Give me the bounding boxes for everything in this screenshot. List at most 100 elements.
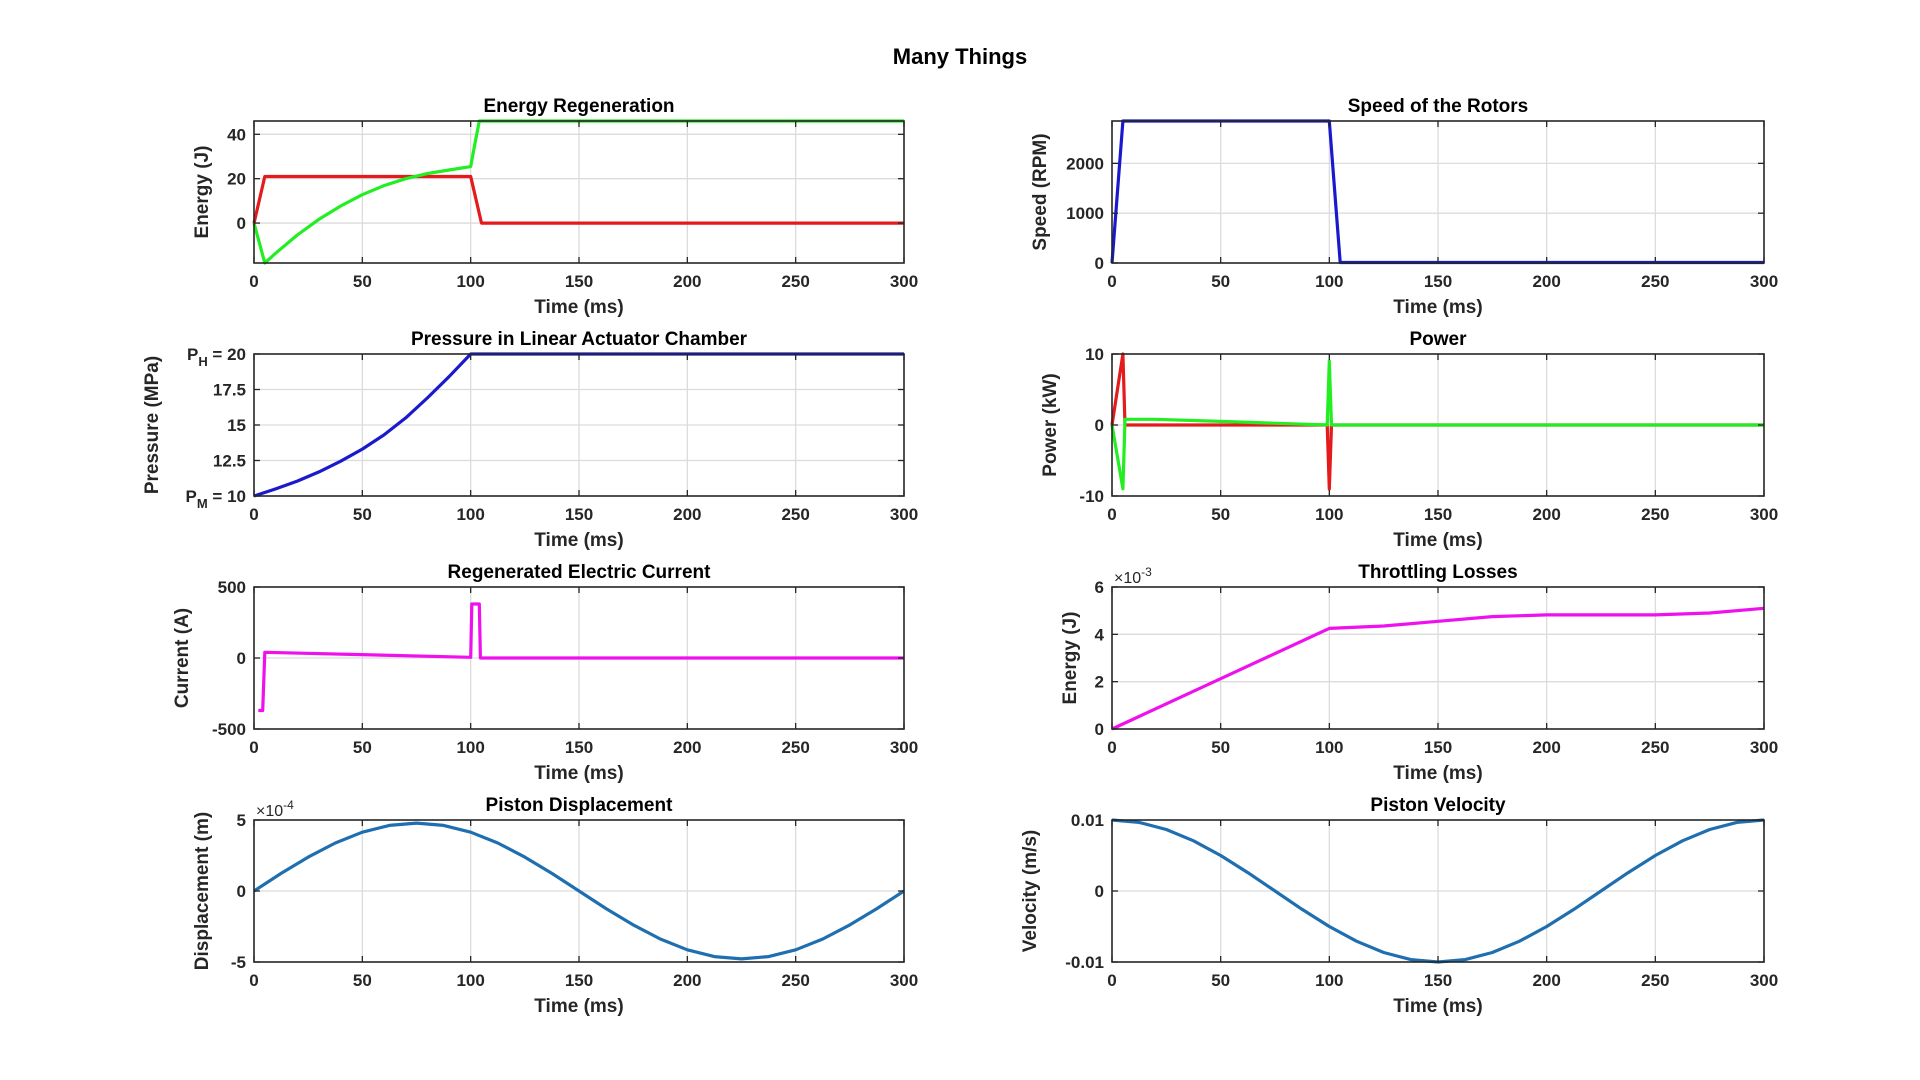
x-tick-label: 300 — [1750, 738, 1778, 757]
subplot-3: 0 50 100 150 200 250 300 PM = 10 12.5 15 17.5 PH = … — [142, 329, 918, 551]
x-axis-label: Time (ms) — [534, 763, 623, 784]
x-tick-label: 200 — [673, 272, 701, 291]
subplot-title: Speed of the Rotors — [1348, 96, 1529, 117]
y-tick-label: 500 — [218, 578, 246, 597]
y-tick-label: -10 — [1079, 487, 1104, 506]
y-tick-label: 0 — [1095, 254, 1104, 273]
x-tick-label: 150 — [1424, 505, 1452, 524]
x-tick-label: 250 — [1641, 738, 1669, 757]
y-axis-label: Energy (J) — [192, 146, 213, 239]
x-tick-label: 0 — [1107, 971, 1116, 990]
y-tick-label: -0.01 — [1065, 953, 1104, 972]
x-tick-label: 50 — [353, 272, 372, 291]
y-tick-label: 0 — [237, 214, 246, 233]
y-tick-label: 6 — [1095, 578, 1104, 597]
subplot-title: Piston Velocity — [1370, 795, 1506, 816]
x-tick-label: 200 — [1532, 272, 1560, 291]
x-tick-label: 150 — [1424, 738, 1452, 757]
y-axis-label: Speed (RPM) — [1030, 133, 1051, 250]
x-tick-label: 50 — [1211, 505, 1230, 524]
x-tick-label: 200 — [1532, 738, 1560, 757]
x-tick-label: 200 — [1532, 971, 1560, 990]
series-line-1 — [253, 352, 904, 498]
subplot-title: Piston Displacement — [486, 795, 674, 816]
axis-exponent: ×10-4 — [256, 798, 294, 820]
x-tick-label: 0 — [249, 505, 258, 524]
series-line-2 — [1110, 359, 1764, 491]
x-tick-label: 50 — [353, 505, 372, 524]
x-tick-label: 150 — [565, 272, 593, 291]
y-tick-label: 0 — [1095, 720, 1104, 739]
y-tick-label: 4 — [1095, 625, 1105, 644]
axis-exponent: ×10-3 — [1114, 565, 1152, 587]
subplot-title: Throttling Losses — [1358, 562, 1517, 583]
x-tick-label: 300 — [890, 971, 918, 990]
x-tick-label: 100 — [1315, 272, 1343, 291]
subplot-2: 0 50 100 150 200 250 300 0 1000 2000 Speed of the … — [1030, 96, 1778, 318]
y-axis-label: Displacement (m) — [192, 812, 213, 970]
y-axis-label: Pressure (MPa) — [142, 356, 163, 494]
y-tick-label: 15 — [227, 416, 246, 435]
series-line-1 — [1111, 606, 1765, 731]
y-axis-label: Velocity (m/s) — [1020, 830, 1041, 953]
x-tick-label: 100 — [1315, 738, 1343, 757]
x-tick-label: 300 — [1750, 272, 1778, 291]
x-tick-label: 150 — [565, 971, 593, 990]
y-axis-label: Power (kW) — [1040, 373, 1061, 476]
x-tick-label: 150 — [1424, 272, 1452, 291]
x-tick-label: 250 — [781, 272, 809, 291]
subplot-1: 0 50 100 150 200 250 300 0 20 40 Energy Regenerati… — [192, 96, 918, 318]
x-tick-label: 250 — [1641, 272, 1669, 291]
subplot-6: 0 50 100 150 200 250 300 0 2 4 6 ×10-3 Throttling Lo… — [1060, 562, 1778, 784]
subplot-title: Power — [1409, 329, 1467, 350]
x-tick-label: 50 — [353, 971, 372, 990]
x-tick-label: 300 — [1750, 971, 1778, 990]
y-axis-label: Current (A) — [172, 608, 193, 708]
x-tick-label: 250 — [1641, 505, 1669, 524]
x-tick-label: 200 — [1532, 505, 1560, 524]
y-tick-label: 0 — [237, 882, 246, 901]
x-axis-label: Time (ms) — [1393, 996, 1482, 1017]
x-tick-label: 100 — [1315, 505, 1343, 524]
y-tick-label: 12.5 — [213, 452, 246, 471]
x-tick-label: 50 — [1211, 971, 1230, 990]
x-tick-label: 150 — [1424, 971, 1452, 990]
y-tick-label: 0 — [1095, 882, 1104, 901]
x-tick-label: 100 — [1315, 971, 1343, 990]
series-line-1 — [252, 174, 904, 225]
x-tick-label: 50 — [353, 738, 372, 757]
y-tick-label: PH = 20 — [187, 345, 246, 369]
x-tick-label: 0 — [1107, 738, 1116, 757]
x-axis-label: Time (ms) — [534, 530, 623, 551]
x-axis-label: Time (ms) — [1393, 530, 1482, 551]
y-tick-label: 17.5 — [213, 381, 246, 400]
x-axis-label: Time (ms) — [534, 297, 623, 318]
figure-title: Many Things — [892, 44, 1028, 69]
y-tick-label: 0 — [237, 649, 246, 668]
x-tick-label: 250 — [781, 971, 809, 990]
y-tick-label: -500 — [212, 720, 246, 739]
x-tick-label: 150 — [565, 738, 593, 757]
subplot-title: Pressure in Linear Actuator Chamber — [411, 329, 748, 350]
y-tick-label: 1000 — [1066, 204, 1104, 223]
x-tick-label: 50 — [1211, 738, 1230, 757]
x-axis-label: Time (ms) — [534, 996, 623, 1017]
x-tick-label: 250 — [1641, 971, 1669, 990]
x-tick-label: 50 — [1211, 272, 1230, 291]
x-tick-label: 300 — [890, 505, 918, 524]
y-tick-label: 2000 — [1066, 154, 1104, 173]
subplot-title: Energy Regeneration — [483, 96, 674, 117]
x-tick-label: 0 — [1107, 272, 1116, 291]
x-tick-label: 0 — [249, 738, 258, 757]
y-tick-label: 2 — [1095, 673, 1104, 692]
y-tick-label: 5 — [237, 811, 246, 830]
x-tick-label: 100 — [456, 971, 484, 990]
y-tick-label: 40 — [227, 125, 246, 144]
x-tick-label: 250 — [781, 738, 809, 757]
subplot-title: Regenerated Electric Current — [448, 562, 712, 583]
y-tick-label: 10 — [1085, 345, 1104, 364]
x-tick-label: 250 — [781, 505, 809, 524]
x-tick-label: 200 — [673, 971, 701, 990]
